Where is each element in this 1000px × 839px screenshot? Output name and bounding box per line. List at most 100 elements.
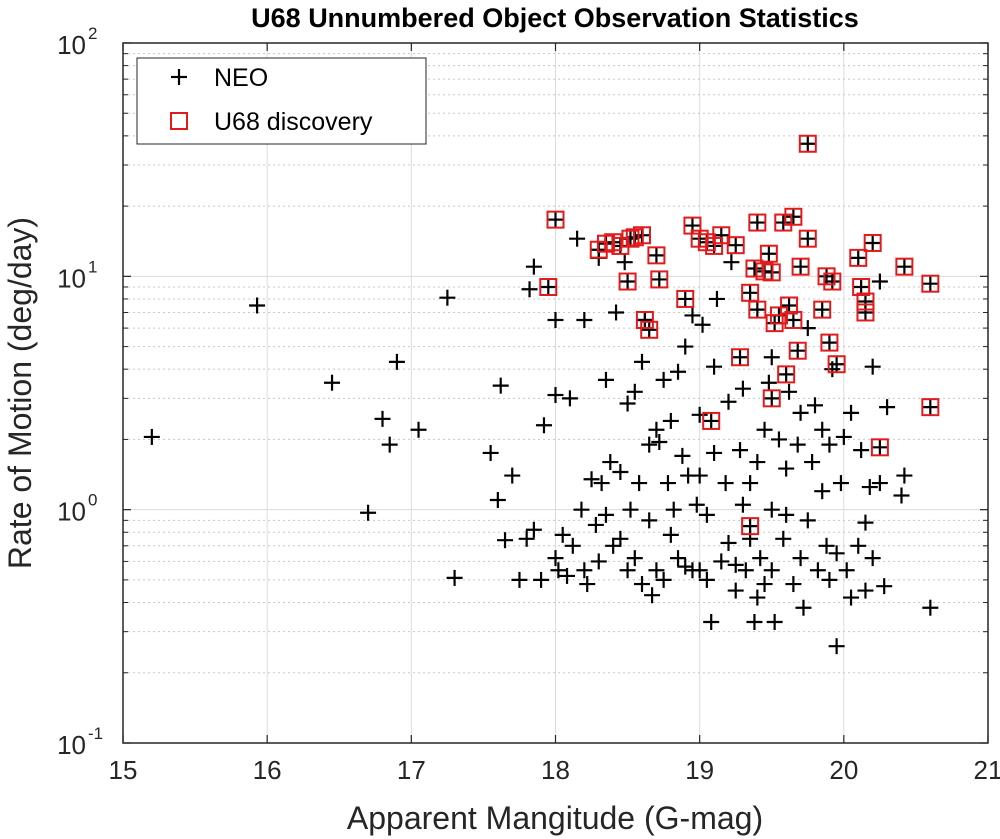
neo-point: [573, 501, 590, 518]
neo-point: [843, 404, 860, 421]
neo-point: [781, 297, 798, 314]
neo-point: [763, 501, 780, 518]
y-tick-label-exponent: 1: [88, 257, 97, 276]
neo-point: [857, 582, 874, 599]
neo-point: [853, 442, 870, 459]
neo-point: [648, 562, 665, 579]
neo-point: [703, 614, 720, 631]
neo-point: [655, 371, 672, 388]
neo-point: [547, 550, 564, 567]
neo-point: [636, 311, 653, 328]
neo-point: [749, 454, 766, 471]
neo-point: [688, 496, 705, 513]
neo-point: [143, 428, 160, 445]
neo-point: [792, 258, 809, 275]
neo-point: [832, 475, 849, 492]
u68-discovery-point: [635, 310, 654, 329]
neo-point: [814, 483, 831, 500]
neo-point: [727, 582, 744, 599]
u68-discovery-point: [827, 355, 846, 374]
neo-point: [634, 353, 650, 370]
neo-point: [662, 526, 679, 543]
neo-point: [619, 273, 636, 290]
neo-point: [561, 390, 578, 407]
neo-point: [778, 366, 795, 383]
neo-point: [511, 571, 528, 588]
neo-point: [619, 562, 636, 579]
neo-point: [410, 421, 427, 438]
neo-point: [670, 363, 687, 380]
neo-point: [723, 254, 740, 271]
u68-discovery-point: [870, 438, 889, 457]
neo-point: [525, 258, 542, 275]
neo-point: [547, 387, 564, 404]
neo-point: [525, 521, 542, 538]
u68-discovery-point: [546, 210, 565, 229]
neo-point: [864, 358, 881, 375]
neo-point: [651, 271, 668, 288]
y-tick-label: 10 1: [57, 257, 97, 293]
neo-point: [547, 311, 564, 328]
neo-point: [828, 545, 845, 562]
neo-point: [605, 537, 622, 554]
neo-point: [550, 562, 567, 579]
u68-discovery-point: [748, 213, 767, 232]
u68-discovery-point: [621, 229, 640, 248]
neo-point: [446, 569, 463, 586]
legend-label-discovery: U68 discovery: [214, 108, 373, 136]
neo-point: [597, 371, 614, 388]
y-tick-label-exponent: -1: [88, 724, 103, 743]
neo-point: [439, 289, 456, 306]
neo-point: [792, 550, 809, 567]
neo-point: [626, 383, 643, 400]
x-tick-label: 19: [685, 755, 714, 785]
neo-point: [612, 530, 629, 547]
neo-point: [824, 273, 841, 290]
neo-point: [734, 496, 751, 513]
neo-point: [651, 433, 668, 450]
neo-point: [644, 587, 661, 604]
neo-point: [360, 504, 377, 521]
neo-point: [770, 431, 787, 448]
y-tick-label-base: 10: [57, 263, 86, 293]
neo-point: [381, 436, 398, 453]
u68-discovery-point: [633, 226, 651, 245]
neo-point: [535, 417, 552, 434]
neo-point: [670, 550, 687, 567]
y-tick-label: 10 0: [57, 491, 97, 527]
neo-point: [593, 475, 610, 492]
u68-discovery-point: [823, 272, 842, 291]
neo-point: [785, 208, 802, 225]
x-tick-label: 18: [541, 755, 570, 785]
neo-point: [677, 558, 694, 575]
neo-point: [533, 571, 550, 588]
neo-point: [674, 447, 691, 464]
u68-discovery-point: [849, 248, 868, 267]
x-tick-label: 17: [397, 755, 426, 785]
x-tick-label: 15: [109, 755, 138, 785]
u68-discovery-point: [817, 267, 836, 286]
neo-point: [504, 467, 521, 484]
neo-point: [608, 304, 625, 321]
neo-point: [749, 214, 766, 231]
neo-point: [799, 320, 816, 337]
neo-point: [850, 249, 867, 266]
u68-discovery-point: [863, 233, 882, 252]
u68-discovery-point: [856, 292, 875, 311]
u68-discovery-point: [774, 213, 793, 232]
neo-point: [821, 334, 838, 351]
neo-point: [547, 211, 564, 228]
neo-point: [785, 311, 802, 328]
neo-point: [713, 553, 730, 570]
u68-discovery-point: [731, 348, 750, 367]
neo-point: [871, 273, 888, 290]
neo-point: [760, 374, 777, 391]
neo-point: [388, 353, 405, 370]
neo-point: [732, 349, 749, 366]
neo-point: [564, 537, 581, 554]
neo-point: [691, 467, 708, 484]
y-tick-label: 10 -1: [57, 724, 103, 760]
neo-point: [814, 301, 831, 318]
neo-point: [922, 599, 939, 616]
